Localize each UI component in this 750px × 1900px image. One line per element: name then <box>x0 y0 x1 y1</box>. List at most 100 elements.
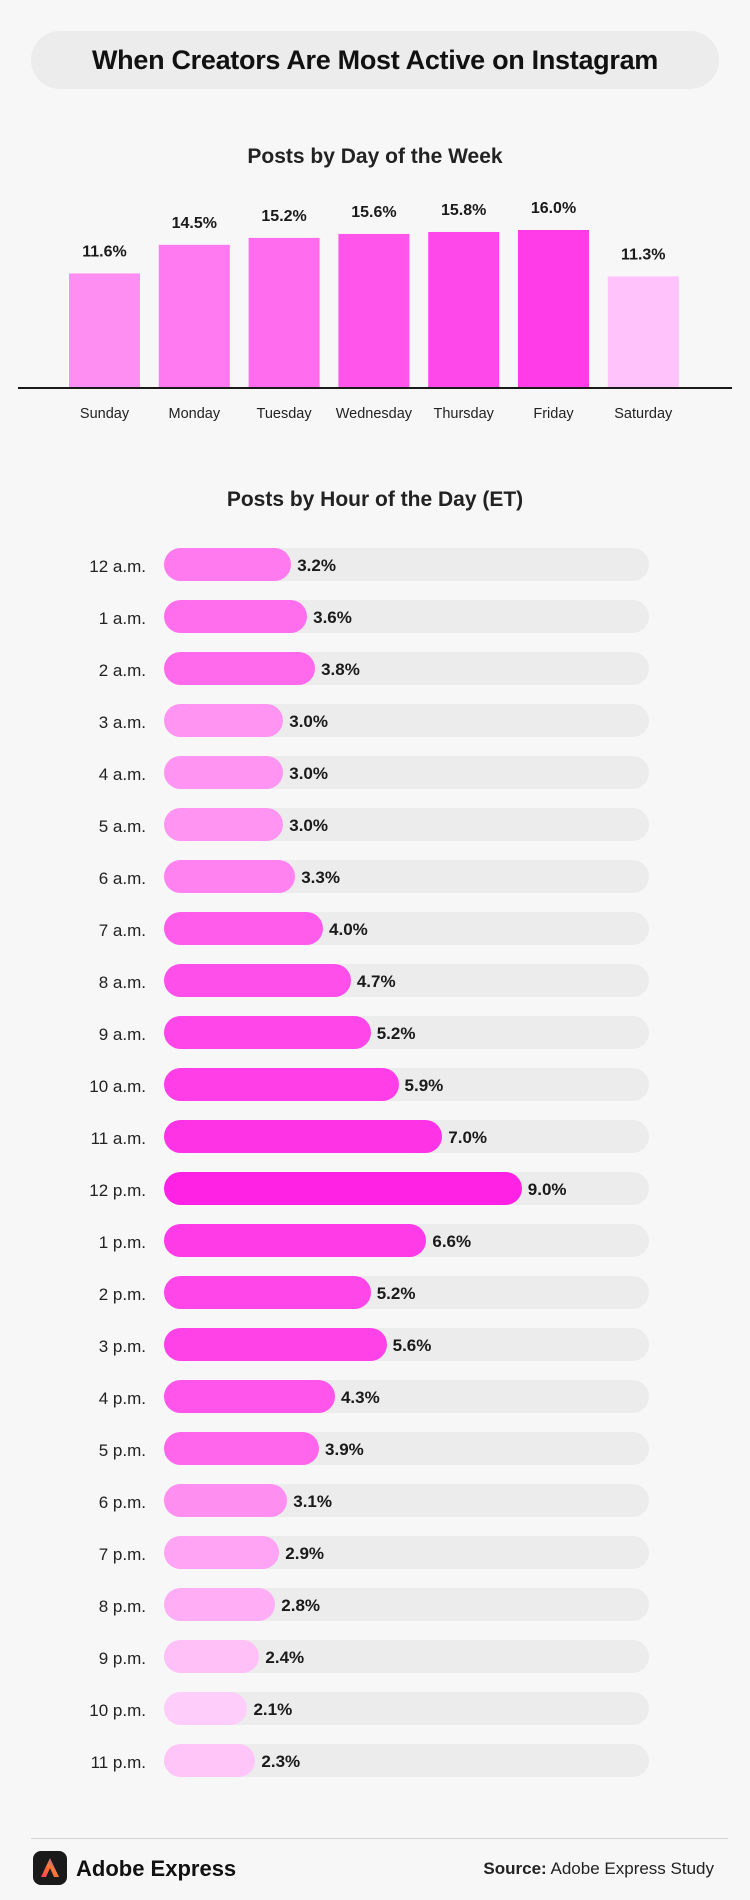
day-bar-thursday <box>428 231 500 388</box>
hour-bar <box>164 808 284 841</box>
hour-value-label: 3.9% <box>325 1440 364 1459</box>
hour-category-label: 4 p.m. <box>98 1389 146 1408</box>
hour-row: 7 p.m. 2.9% <box>0 1533 750 1585</box>
day-category-label: Friday <box>533 406 574 422</box>
day-value-label: 15.8% <box>441 202 486 219</box>
hour-bar <box>164 1744 256 1777</box>
hour-category-label: 2 a.m. <box>98 661 146 680</box>
hour-row: 6 p.m. 3.1% <box>0 1481 750 1533</box>
hour-category-label: 8 p.m. <box>98 1597 146 1616</box>
hour-value-label: 7.0% <box>448 1128 488 1147</box>
page-title: When Creators Are Most Active on Instagr… <box>91 44 658 75</box>
hour-row: 1 a.m. 3.6% <box>0 597 750 649</box>
hour-category-label: 4 a.m. <box>98 765 146 784</box>
day-chart-title: Posts by Day of the Week <box>247 145 503 168</box>
hour-row: 2 p.m. 5.2% <box>0 1273 750 1325</box>
day-category-label: Thursday <box>433 406 494 422</box>
hour-row: 9 a.m. 5.2% <box>0 1013 750 1065</box>
hour-value-label: 2.1% <box>253 1700 293 1719</box>
hour-value-label: 2.8% <box>281 1596 321 1615</box>
hour-value-label: 5.2% <box>376 1284 416 1303</box>
hour-row: 11 p.m. 2.3% <box>0 1741 750 1793</box>
day-bar-monday <box>158 244 230 388</box>
day-category-label: Saturday <box>614 406 673 422</box>
day-of-week-chart: 11.6% Sunday 14.5% Monday 15.2% Tuesday 15.6% W… <box>18 200 732 422</box>
hour-value-label: 3.3% <box>301 868 340 887</box>
day-bar-tuesday <box>248 237 320 388</box>
hour-chart-title: Posts by Hour of the Day (ET) <box>226 488 524 511</box>
title-banner: When Creators Are Most Active on Instagr… <box>31 31 719 89</box>
hour-category-label: 10 a.m. <box>89 1077 146 1096</box>
hour-row: 10 a.m. 5.9% <box>0 1065 750 1117</box>
hour-bar <box>164 1640 260 1673</box>
hour-value-label: 6.6% <box>432 1232 472 1251</box>
hour-bar <box>164 860 296 893</box>
hour-category-label: 10 p.m. <box>89 1701 146 1720</box>
day-category-label: Monday <box>169 406 221 422</box>
hour-value-label: 3.6% <box>313 608 352 627</box>
hour-value-label: 5.2% <box>376 1024 416 1043</box>
footer-divider <box>31 1838 728 1839</box>
day-category-label: Tuesday <box>257 406 313 422</box>
hour-category-label: 9 p.m. <box>98 1649 146 1668</box>
hour-of-day-chart: 12 a.m. 3.2% 1 a.m. 3.6% 2 a.m. 3.8% 3 a.m. 3.0… <box>0 545 750 1793</box>
hour-category-label: 6 p.m. <box>98 1493 146 1512</box>
hour-row: 4 a.m. 3.0% <box>0 753 750 805</box>
hour-bar <box>164 1172 522 1205</box>
hour-value-label: 4.0% <box>329 920 368 939</box>
hour-bar <box>164 704 284 737</box>
hour-row: 10 p.m. 2.1% <box>0 1689 750 1741</box>
hour-category-label: 7 p.m. <box>98 1545 146 1564</box>
hour-bar <box>164 1016 371 1049</box>
hour-row: 8 p.m. 2.8% <box>0 1585 750 1637</box>
hour-category-label: 11 a.m. <box>90 1129 146 1148</box>
day-bar-sunday <box>69 273 140 388</box>
day-bar-saturday <box>607 276 679 388</box>
hour-category-label: 6 a.m. <box>98 869 146 888</box>
hour-bar <box>164 912 324 945</box>
hour-row: 3 p.m. 5.6% <box>0 1325 750 1377</box>
hour-value-label: 2.3% <box>261 1752 301 1771</box>
hour-value-label: 3.2% <box>297 556 336 575</box>
hour-value-label: 3.1% <box>293 1492 332 1511</box>
brand-name: Adobe Express <box>76 1856 237 1881</box>
hour-row: 12 p.m. 9.0% <box>0 1169 750 1221</box>
hour-row: 9 p.m. 2.4% <box>0 1637 750 1689</box>
hour-bar <box>164 1276 371 1309</box>
hour-bar <box>164 652 316 685</box>
hour-category-label: 12 p.m. <box>89 1181 146 1200</box>
hour-row: 1 p.m. 6.6% <box>0 1221 750 1273</box>
hour-category-label: 3 p.m. <box>98 1337 146 1356</box>
hour-bar <box>164 756 284 789</box>
hour-row: 5 a.m. 3.0% <box>0 805 750 857</box>
hour-value-label: 5.9% <box>404 1076 444 1095</box>
hour-category-label: 5 p.m. <box>98 1441 146 1460</box>
source-note: Source: Adobe Express Study <box>483 1859 714 1879</box>
day-value-label: 11.3% <box>621 246 665 263</box>
hour-category-label: 2 p.m. <box>98 1285 146 1304</box>
hour-category-label: 12 a.m. <box>89 557 146 576</box>
hour-bar <box>164 600 308 633</box>
hour-category-label: 1 p.m. <box>98 1233 146 1252</box>
hour-value-label: 2.4% <box>265 1648 305 1667</box>
hour-category-label: 1 a.m. <box>98 609 146 628</box>
hour-category-label: 3 a.m. <box>98 713 146 732</box>
hour-row: 12 a.m. 3.2% <box>0 545 750 597</box>
day-bar-wednesday <box>338 233 410 388</box>
source-text: Adobe Express Study <box>550 1859 714 1878</box>
hour-value-label: 4.7% <box>356 972 396 991</box>
source-label: Source: <box>483 1859 547 1878</box>
day-value-label: 11.6% <box>82 243 126 260</box>
hour-category-label: 9 a.m. <box>98 1025 146 1044</box>
hour-value-label: 3.0% <box>289 764 328 783</box>
hour-value-label: 4.3% <box>340 1388 380 1407</box>
hour-value-label: 3.8% <box>321 660 360 679</box>
hour-bar <box>164 1120 443 1153</box>
hour-row: 4 p.m. 4.3% <box>0 1377 750 1429</box>
hour-bar <box>164 1588 276 1621</box>
day-value-label: 16.0% <box>531 200 576 217</box>
hour-row: 8 a.m. 4.7% <box>0 961 750 1013</box>
hour-category-label: 7 a.m. <box>98 921 146 940</box>
hour-value-label: 3.0% <box>289 816 328 835</box>
hour-row: 5 p.m. 3.9% <box>0 1429 750 1481</box>
